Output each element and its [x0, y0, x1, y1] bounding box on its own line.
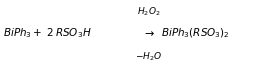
- Text: $H_2O_2$: $H_2O_2$: [136, 5, 160, 18]
- Text: $-H_2O$: $-H_2O$: [135, 50, 162, 63]
- Text: $BiPh_3(RSO_3)_2$: $BiPh_3(RSO_3)_2$: [161, 26, 230, 40]
- Text: $BiPh_3 + \ 2\,RSO_3H$: $BiPh_3 + \ 2\,RSO_3H$: [3, 26, 91, 40]
- Text: $\rightarrow$: $\rightarrow$: [142, 28, 155, 38]
